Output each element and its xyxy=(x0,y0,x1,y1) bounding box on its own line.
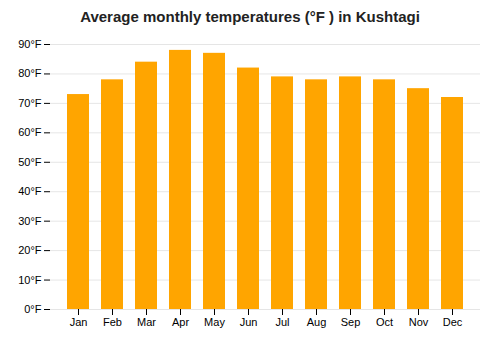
svg-text:20°F: 20°F xyxy=(18,244,42,256)
svg-text:10°F: 10°F xyxy=(18,274,42,286)
svg-text:70°F: 70°F xyxy=(18,97,42,109)
svg-text:Nov: Nov xyxy=(409,316,429,328)
svg-text:Apr: Apr xyxy=(172,316,189,328)
svg-text:Feb: Feb xyxy=(103,316,122,328)
svg-text:Oct: Oct xyxy=(376,316,393,328)
svg-text:60°F: 60°F xyxy=(18,126,42,138)
svg-text:Sep: Sep xyxy=(341,316,361,328)
svg-text:Mar: Mar xyxy=(137,316,156,328)
svg-text:Dec: Dec xyxy=(443,316,463,328)
svg-text:0°F: 0°F xyxy=(24,303,42,315)
svg-text:40°F: 40°F xyxy=(18,185,42,197)
svg-text:Aug: Aug xyxy=(307,316,327,328)
svg-text:80°F: 80°F xyxy=(18,67,42,79)
svg-text:90°F: 90°F xyxy=(18,38,42,50)
svg-text:May: May xyxy=(204,316,225,328)
svg-text:Jul: Jul xyxy=(275,316,289,328)
svg-text:Jan: Jan xyxy=(70,316,88,328)
svg-text:Jun: Jun xyxy=(240,316,258,328)
svg-text:50°F: 50°F xyxy=(18,156,42,168)
svg-text:30°F: 30°F xyxy=(18,215,42,227)
html-text:Average monthly temperatures (: Average monthly temperatures (°F ) in Ku… xyxy=(80,8,420,25)
